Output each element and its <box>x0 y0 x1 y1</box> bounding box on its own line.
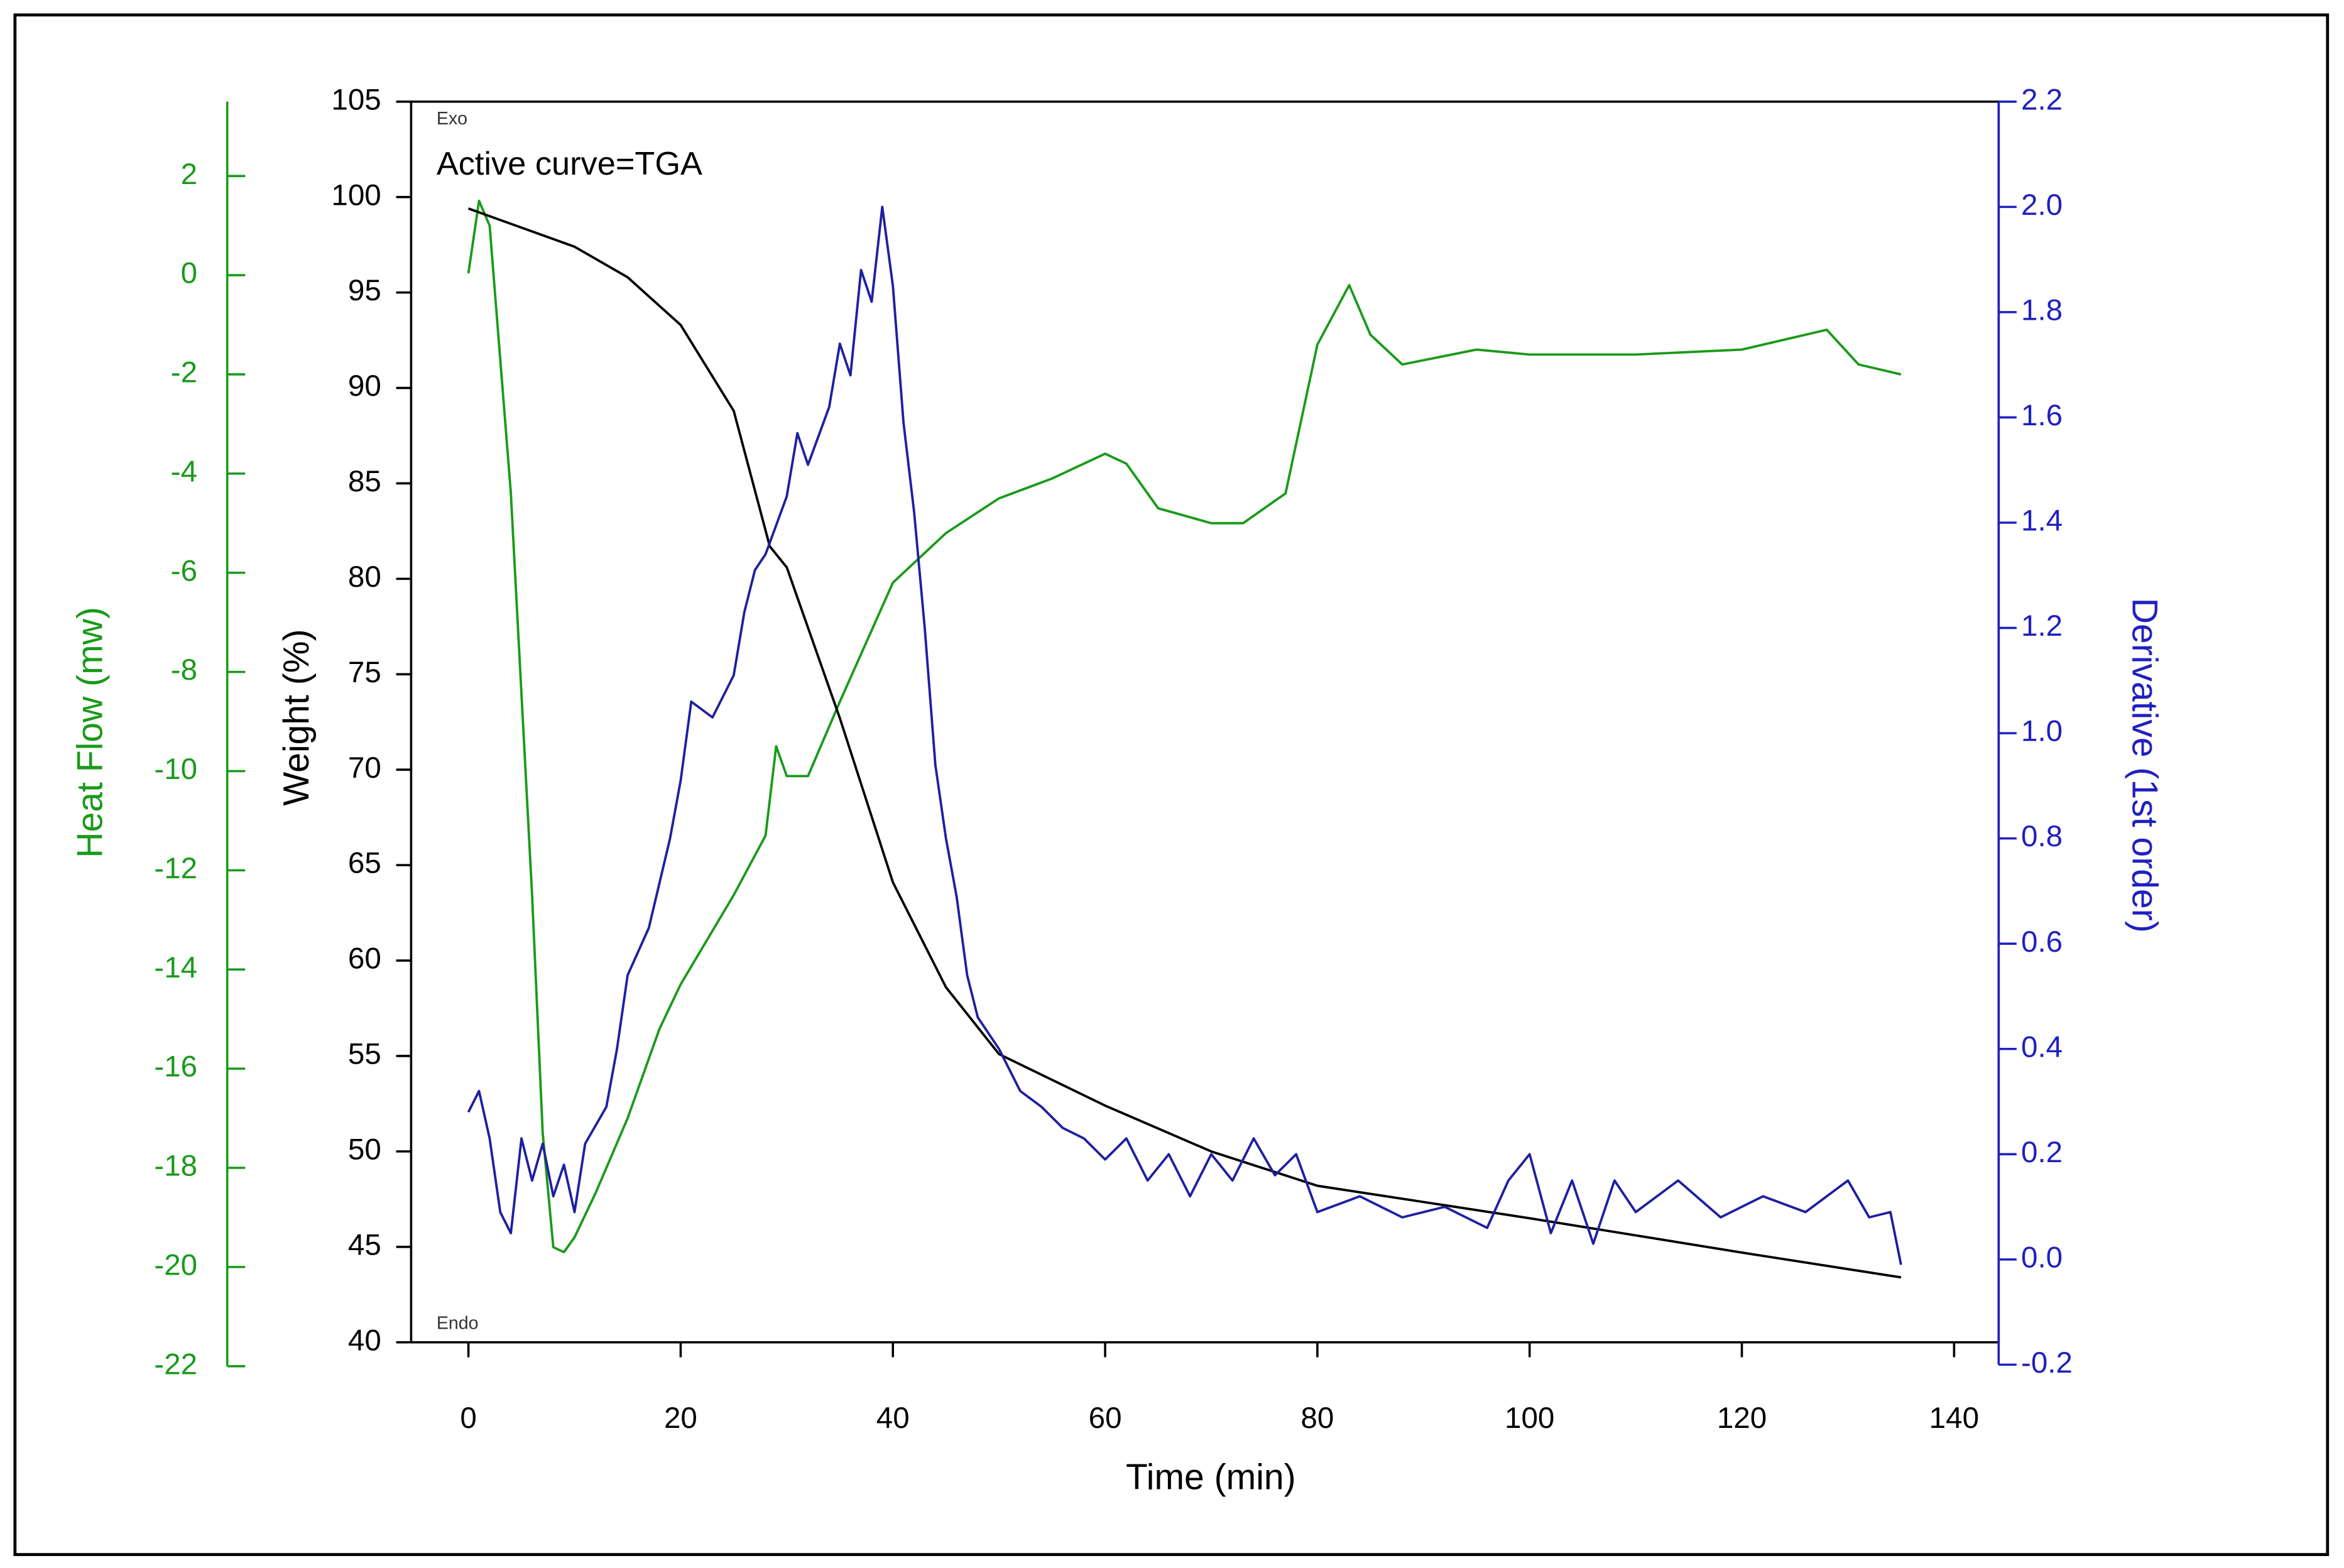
x-tick-label: 120 <box>1717 1402 1767 1435</box>
y2-tick-label: 1.8 <box>2021 293 2063 327</box>
derivative-axis-title: Derivative (1st order) <box>2125 598 2165 933</box>
y-tick-label: 50 <box>348 1133 381 1166</box>
y3-tick-label: 0 <box>181 257 197 290</box>
weight-axis-title: Weight (%) <box>276 629 317 805</box>
y3-tick-label: -14 <box>154 951 197 984</box>
x-tick-label: 80 <box>1300 1402 1334 1435</box>
y-tick-label: 60 <box>348 942 381 976</box>
y2-tick-label: 1.0 <box>2021 715 2063 748</box>
y2-tick-label: 0.2 <box>2021 1136 2063 1169</box>
y2-tick-label: -0.2 <box>2021 1346 2073 1380</box>
y-tick-label: 40 <box>348 1324 381 1357</box>
y-tick-label: 75 <box>348 656 381 689</box>
y3-tick-label: -8 <box>171 653 197 687</box>
y2-tick-label: 0.6 <box>2021 925 2063 959</box>
y3-tick-label: -18 <box>154 1150 197 1183</box>
x-tick-label: 100 <box>1505 1402 1554 1435</box>
y-tick-label: 100 <box>331 178 381 212</box>
y2-tick-label: 1.6 <box>2021 399 2063 432</box>
y-tick-label: 45 <box>348 1228 381 1261</box>
y2-tick-label: 0.8 <box>2021 820 2063 853</box>
x-tick-label: 20 <box>664 1402 697 1435</box>
x-tick-label: 60 <box>1089 1402 1122 1435</box>
heat-flow-axis-title: Heat Flow (mw) <box>70 607 111 858</box>
x-tick-label: 40 <box>876 1402 910 1435</box>
y3-tick-label: -22 <box>154 1348 197 1381</box>
y3-tick-label: -12 <box>154 852 197 885</box>
y-tick-label: 70 <box>348 751 381 785</box>
y3-tick-label: -2 <box>171 356 197 389</box>
y3-tick-label: -20 <box>154 1248 197 1282</box>
y2-tick-label: 0.0 <box>2021 1241 2063 1274</box>
y2-tick-label: 1.2 <box>2021 609 2063 643</box>
series-line <box>467 207 1902 1279</box>
x-tick-label: 0 <box>460 1402 476 1435</box>
y2-tick-label: 2.2 <box>2021 83 2063 116</box>
y-tick-label: 85 <box>348 465 381 498</box>
y3-tick-label: -4 <box>171 455 197 488</box>
y-tick-label: 55 <box>348 1038 381 1071</box>
x-axis-title: Time (min) <box>1126 1457 1296 1498</box>
y2-tick-label: 0.4 <box>2021 1030 2063 1064</box>
series-line <box>467 205 1902 1265</box>
y-tick-label: 90 <box>348 369 381 403</box>
y3-tick-label: 2 <box>181 158 197 191</box>
y-tick-label: 65 <box>348 847 381 880</box>
active-curve-label: Active curve=TGA <box>437 146 702 182</box>
y2-tick-label: 1.4 <box>2021 504 2063 538</box>
x-tick-label: 140 <box>1929 1402 1979 1435</box>
y3-tick-label: -6 <box>171 554 197 587</box>
y3-tick-label: -10 <box>154 753 197 786</box>
frame <box>13 13 2330 1556</box>
y2-tick-label: 2.0 <box>2021 188 2063 222</box>
y-tick-label: 80 <box>348 560 381 594</box>
y-tick-label: 95 <box>348 274 381 307</box>
y3-tick-label: -16 <box>154 1050 197 1084</box>
y-tick-label: 105 <box>331 83 381 116</box>
endo-label: Endo <box>437 1314 479 1334</box>
exo-label: Exo <box>437 109 467 129</box>
